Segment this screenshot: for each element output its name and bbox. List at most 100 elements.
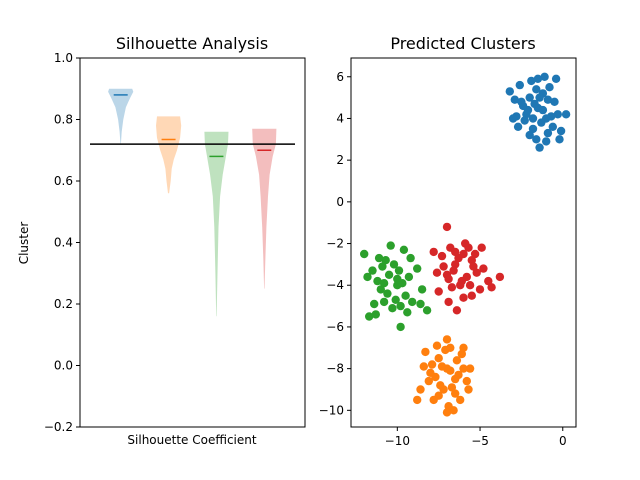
cluster-3-point <box>495 272 505 282</box>
cluster-0-point <box>561 110 571 119</box>
cluster-2-point <box>389 260 399 269</box>
cluster-2-point <box>370 299 379 309</box>
cluster-0-point <box>520 116 529 125</box>
cluster-0-point <box>540 72 549 82</box>
y-tick-label: −10 <box>319 403 344 417</box>
cluster-2-point <box>416 299 425 309</box>
cluster-1-point <box>459 343 468 352</box>
y-tick-label: 2 <box>336 153 344 167</box>
x-tick-label: 0 <box>559 434 567 448</box>
y-tick-label: 6 <box>336 70 344 84</box>
cluster-0-point <box>528 114 538 123</box>
violin-chart-ylabel: Cluster <box>17 222 31 265</box>
y-tick-label: 0.8 <box>54 113 73 127</box>
cluster-0-point <box>528 124 538 134</box>
cluster-0-point <box>547 112 556 121</box>
cluster-1-point <box>419 362 428 371</box>
cluster-2-point <box>396 322 405 332</box>
cluster-1-point <box>465 364 475 373</box>
cluster-0-point <box>550 97 559 107</box>
cluster-1-point <box>437 362 447 371</box>
cluster-1-point <box>421 347 430 357</box>
cluster-1-point <box>431 372 440 382</box>
cluster-0-point <box>543 128 553 138</box>
cluster-0-point <box>556 126 566 136</box>
y-tick-label: 0 <box>336 195 344 209</box>
cluster-0-point <box>551 74 561 84</box>
cluster-3-point <box>444 297 453 307</box>
y-tick-label: −8 <box>326 362 344 376</box>
x-tick-label: −5 <box>471 434 489 448</box>
cluster-1-point <box>416 385 425 394</box>
scatter-plot-frame <box>350 57 577 428</box>
violin-cluster-1 <box>156 116 182 194</box>
scatter-chart: Predicted Clusters −10 −5 0 −10 −8 −6 −4 −2 0 2 4… <box>319 34 577 448</box>
cluster-3-point <box>479 264 488 273</box>
cluster-2-point <box>406 253 415 263</box>
cluster-3-point <box>467 291 476 300</box>
cluster-1-point <box>442 408 452 417</box>
cluster-0-point <box>525 130 534 140</box>
cluster-3-point <box>465 281 475 290</box>
violin-cluster-2 <box>204 131 229 317</box>
y-tick-label: 0.2 <box>54 297 73 311</box>
cluster-1-point <box>462 376 471 386</box>
cluster-1-point <box>413 395 422 405</box>
cluster-2-point <box>396 301 405 311</box>
cluster-2-point <box>384 270 394 279</box>
cluster-3-point <box>447 283 457 292</box>
violin-y-ticks: −0.2 0.0 0.2 0.4 0.6 0.8 1.0 <box>44 51 80 434</box>
cluster-2-point <box>391 295 400 304</box>
cluster-0-point <box>535 143 544 152</box>
cluster-0-point <box>515 80 524 90</box>
cluster-0-point <box>545 83 554 92</box>
cluster-3-point <box>477 243 486 252</box>
cluster-1-point <box>451 389 460 398</box>
cluster-3-point <box>437 251 447 261</box>
cluster-3-point <box>472 268 481 277</box>
cluster-1-point <box>452 356 462 365</box>
cluster-0-point <box>533 74 543 84</box>
y-tick-label: 0.6 <box>54 174 73 188</box>
cluster-2-point <box>379 279 389 288</box>
cluster-3-point <box>459 293 468 302</box>
cluster-2-point <box>374 253 384 263</box>
violin-cluster-0 <box>108 88 134 145</box>
cluster-2-point <box>381 256 390 265</box>
scatter-chart-title: Predicted Clusters <box>390 34 535 53</box>
cluster-2-point <box>408 297 417 307</box>
x-tick-label: −10 <box>385 434 410 448</box>
cluster-2-point <box>368 266 377 275</box>
cluster-3-point <box>487 283 496 292</box>
cluster-0-point <box>525 93 534 102</box>
cluster-0-point <box>542 137 551 146</box>
cluster-0-point <box>527 76 536 86</box>
cluster-3-point <box>469 262 478 271</box>
cluster-3-point <box>454 253 463 263</box>
y-tick-label: 4 <box>336 111 344 125</box>
violin-bodies <box>108 88 277 317</box>
cluster-0-point <box>518 101 528 111</box>
cluster-3-point <box>444 274 453 284</box>
cluster-3-point <box>442 222 452 232</box>
violin-chart-title: Silhouette Analysis <box>116 34 268 53</box>
cluster-3-point <box>484 276 493 286</box>
cluster-1-point <box>447 383 457 392</box>
violin-chart: Silhouette Analysis Cluster Silhouette C… <box>17 34 306 447</box>
cluster-2-point <box>404 272 414 282</box>
cluster-3-point <box>475 285 485 294</box>
scatter-y-ticks: −10 −8 −6 −4 −2 0 2 4 6 <box>319 70 351 417</box>
cluster-2-point <box>386 241 395 250</box>
cluster-2-point <box>393 274 402 284</box>
cluster-2-point <box>363 272 372 282</box>
cluster-3-point <box>449 266 458 275</box>
cluster-0-point <box>538 105 548 115</box>
cluster-3-point <box>470 249 480 259</box>
violin-plot-frame <box>79 57 306 428</box>
cluster-2-point <box>376 285 385 294</box>
scatter-points <box>360 72 571 417</box>
cluster-0-point <box>555 135 564 144</box>
cluster-0-point <box>530 99 539 109</box>
cluster-0-point <box>510 95 519 104</box>
